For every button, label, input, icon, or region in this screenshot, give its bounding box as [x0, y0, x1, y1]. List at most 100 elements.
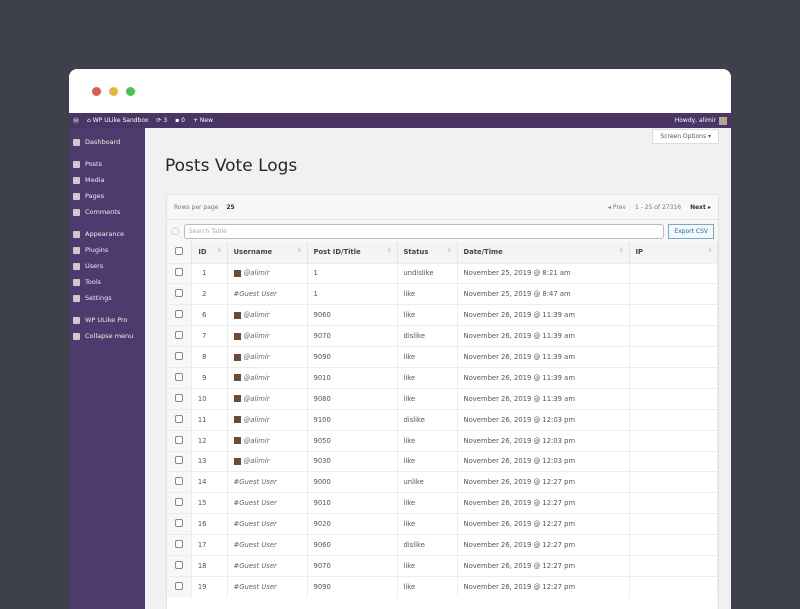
- sidebar-item-comments[interactable]: Comments: [73, 208, 120, 216]
- row-checkbox[interactable]: [174, 393, 183, 402]
- minimize-dot[interactable]: [109, 87, 118, 96]
- row-checkbox[interactable]: [174, 331, 183, 340]
- row-checkbox[interactable]: [174, 268, 183, 277]
- next-button[interactable]: Next ▸: [690, 203, 711, 211]
- cell: November 26, 2019 @ 11:39 am: [463, 353, 575, 361]
- site-link[interactable]: ⌂ WP ULike Sandbox: [87, 117, 149, 124]
- row-checkbox[interactable]: [174, 310, 183, 319]
- row-checkbox[interactable]: [174, 289, 183, 298]
- sidebar-item-users[interactable]: Users: [73, 262, 103, 270]
- table-row: 10 @alimir 9080 like November 26, 2019 @ 11:…: [167, 387, 718, 410]
- table-row: 16 #Guest User 9020 like November 26, 2019 @…: [167, 513, 718, 535]
- sidebar-item-wp-ulike-pro[interactable]: WP ULike Pro: [73, 316, 128, 324]
- updates-link[interactable]: ⟳ 3: [156, 117, 168, 124]
- sidebar-item-media[interactable]: Media: [73, 176, 105, 184]
- sort-icon[interactable]: ⇕: [619, 248, 624, 255]
- sidebar-item-label: Appearance: [85, 230, 125, 238]
- username-cell: #Guest User: [233, 520, 277, 529]
- row-checkbox[interactable]: [174, 582, 183, 591]
- sidebar-item-collapse-menu[interactable]: Collapse menu: [73, 332, 133, 340]
- sidebar-item-posts[interactable]: Posts: [73, 160, 102, 168]
- cell: November 26, 2019 @ 11:39 am: [463, 394, 575, 403]
- cell: November 26, 2019 @ 11:39 am: [463, 373, 575, 382]
- sidebar-item-tools[interactable]: Tools: [73, 278, 101, 286]
- row-checkbox[interactable]: [174, 435, 183, 444]
- select-all-checkbox[interactable]: [174, 247, 183, 256]
- row-checkbox[interactable]: [174, 352, 183, 360]
- cell: 2: [202, 290, 207, 299]
- sort-icon[interactable]: ⇕: [707, 248, 712, 255]
- sort-icon[interactable]: ⇕: [387, 248, 392, 255]
- new-link[interactable]: + New: [192, 117, 214, 124]
- sidebar-item-label: Comments: [85, 208, 121, 216]
- table-row: 2 #Guest User 1 like November 25, 2019 @ 8:4…: [167, 283, 718, 305]
- page-range: 1 - 25 of 27316: [634, 203, 682, 211]
- row-checkbox[interactable]: [174, 498, 183, 507]
- cell: 9010: [313, 373, 331, 382]
- sidebar-item-label: Pages: [85, 192, 105, 200]
- cell: November 26, 2019 @ 12:03 pm: [463, 415, 576, 424]
- cell: like: [403, 561, 416, 570]
- close-dot[interactable]: [92, 87, 101, 96]
- maximize-dot[interactable]: [126, 87, 135, 96]
- sidebar-item-dashboard[interactable]: Dashboard: [73, 138, 120, 146]
- cell: 14: [197, 478, 207, 487]
- row-checkbox[interactable]: [174, 519, 183, 528]
- row-checkbox[interactable]: [174, 540, 183, 549]
- cell: 18: [197, 561, 207, 570]
- row-checkbox[interactable]: [174, 560, 183, 569]
- table-row: 13 @alimir 9030 like November 26, 2019 @ 12:…: [167, 450, 718, 472]
- row-checkbox[interactable]: [174, 414, 183, 423]
- prev-button[interactable]: ◂ Prev: [607, 203, 626, 211]
- cell: undislike: [403, 269, 434, 278]
- sidebar-item-appearance[interactable]: Appearance: [73, 230, 124, 238]
- sidebar-item-pages[interactable]: Pages: [73, 192, 104, 200]
- cell: November 25, 2019 @ 8:21 am: [463, 269, 571, 278]
- menu-icon: [73, 138, 80, 146]
- sort-icon[interactable]: ⇕: [447, 248, 452, 255]
- cell: November 26, 2019 @ 11:39 am: [463, 332, 575, 341]
- browser-window: Ⓦ ⌂ WP ULike Sandbox ⟳ 3 ▪ 0 + New Howdy…: [69, 69, 731, 609]
- cell: 9: [202, 373, 207, 382]
- sidebar-item-settings[interactable]: Settings: [73, 294, 112, 302]
- sidebar-item-label: Media: [85, 176, 105, 184]
- export-csv-button[interactable]: Export CSV: [668, 223, 714, 239]
- table-row: 1 @alimir 1 undislike November 25, 2019 @ 8:…: [167, 262, 718, 284]
- rows-per-page-select[interactable]: 25: [226, 203, 235, 211]
- column-header-username[interactable]: Username ⇕: [227, 242, 308, 263]
- logs-table-card: Rows per page 25 ◂ Prev 1 - 25 of 27316 …: [166, 194, 719, 609]
- cell: 9050: [313, 436, 331, 445]
- username-cell: @alimir: [243, 457, 270, 466]
- sort-icon[interactable]: ⇕: [217, 248, 222, 255]
- table-row: 18 #Guest User 9070 like November 26, 2019 @…: [167, 554, 718, 577]
- cell: like: [403, 436, 416, 445]
- table-row: 9 @alimir 9010 like November 26, 2019 @ 11:3…: [167, 366, 718, 389]
- search-input[interactable]: Search Table: [183, 223, 665, 239]
- column-header-post-id-title[interactable]: Post ID/Title ⇕: [307, 242, 398, 263]
- logs-table: ID ⇕ Username ⇕ Post ID/Title ⇕ Status ⇕ Date/Ti…: [167, 242, 718, 598]
- column-header-ip[interactable]: IP ⇕: [629, 242, 718, 263]
- sidebar-item-plugins[interactable]: Plugins: [73, 246, 108, 254]
- menu-icon: [73, 192, 80, 200]
- account-menu[interactable]: Howdy, alimir: [675, 116, 727, 125]
- table-row: 8 @alimir 9090 like November 26, 2019 @ 11:3…: [167, 346, 718, 368]
- username-cell: #Guest User: [233, 478, 277, 487]
- cell: 1: [313, 290, 318, 299]
- column-header-date-time[interactable]: Date/Time ⇕: [457, 242, 630, 263]
- sidebar: Dashboard Posts Media Pages Comments Appearan…: [69, 128, 145, 609]
- row-checkbox[interactable]: [174, 477, 183, 486]
- username-cell: #Guest User: [233, 499, 277, 508]
- row-checkbox[interactable]: [174, 372, 183, 381]
- screen-options-button[interactable]: Screen Options ▾: [652, 129, 719, 144]
- cell: 13: [197, 457, 207, 466]
- sort-icon[interactable]: ⇕: [297, 248, 302, 255]
- comments-link[interactable]: ▪ 0: [175, 117, 185, 124]
- column-header-status[interactable]: Status ⇕: [397, 242, 458, 263]
- column-header-id[interactable]: ID ⇕: [191, 242, 228, 263]
- username-cell: @alimir: [243, 373, 270, 382]
- cell: November 26, 2019 @ 12:27 pm: [463, 499, 576, 508]
- cell: 9010: [313, 499, 331, 508]
- row-checkbox[interactable]: [174, 456, 183, 465]
- username-cell: @alimir: [243, 415, 270, 424]
- wordpress-logo-icon[interactable]: Ⓦ: [73, 118, 80, 125]
